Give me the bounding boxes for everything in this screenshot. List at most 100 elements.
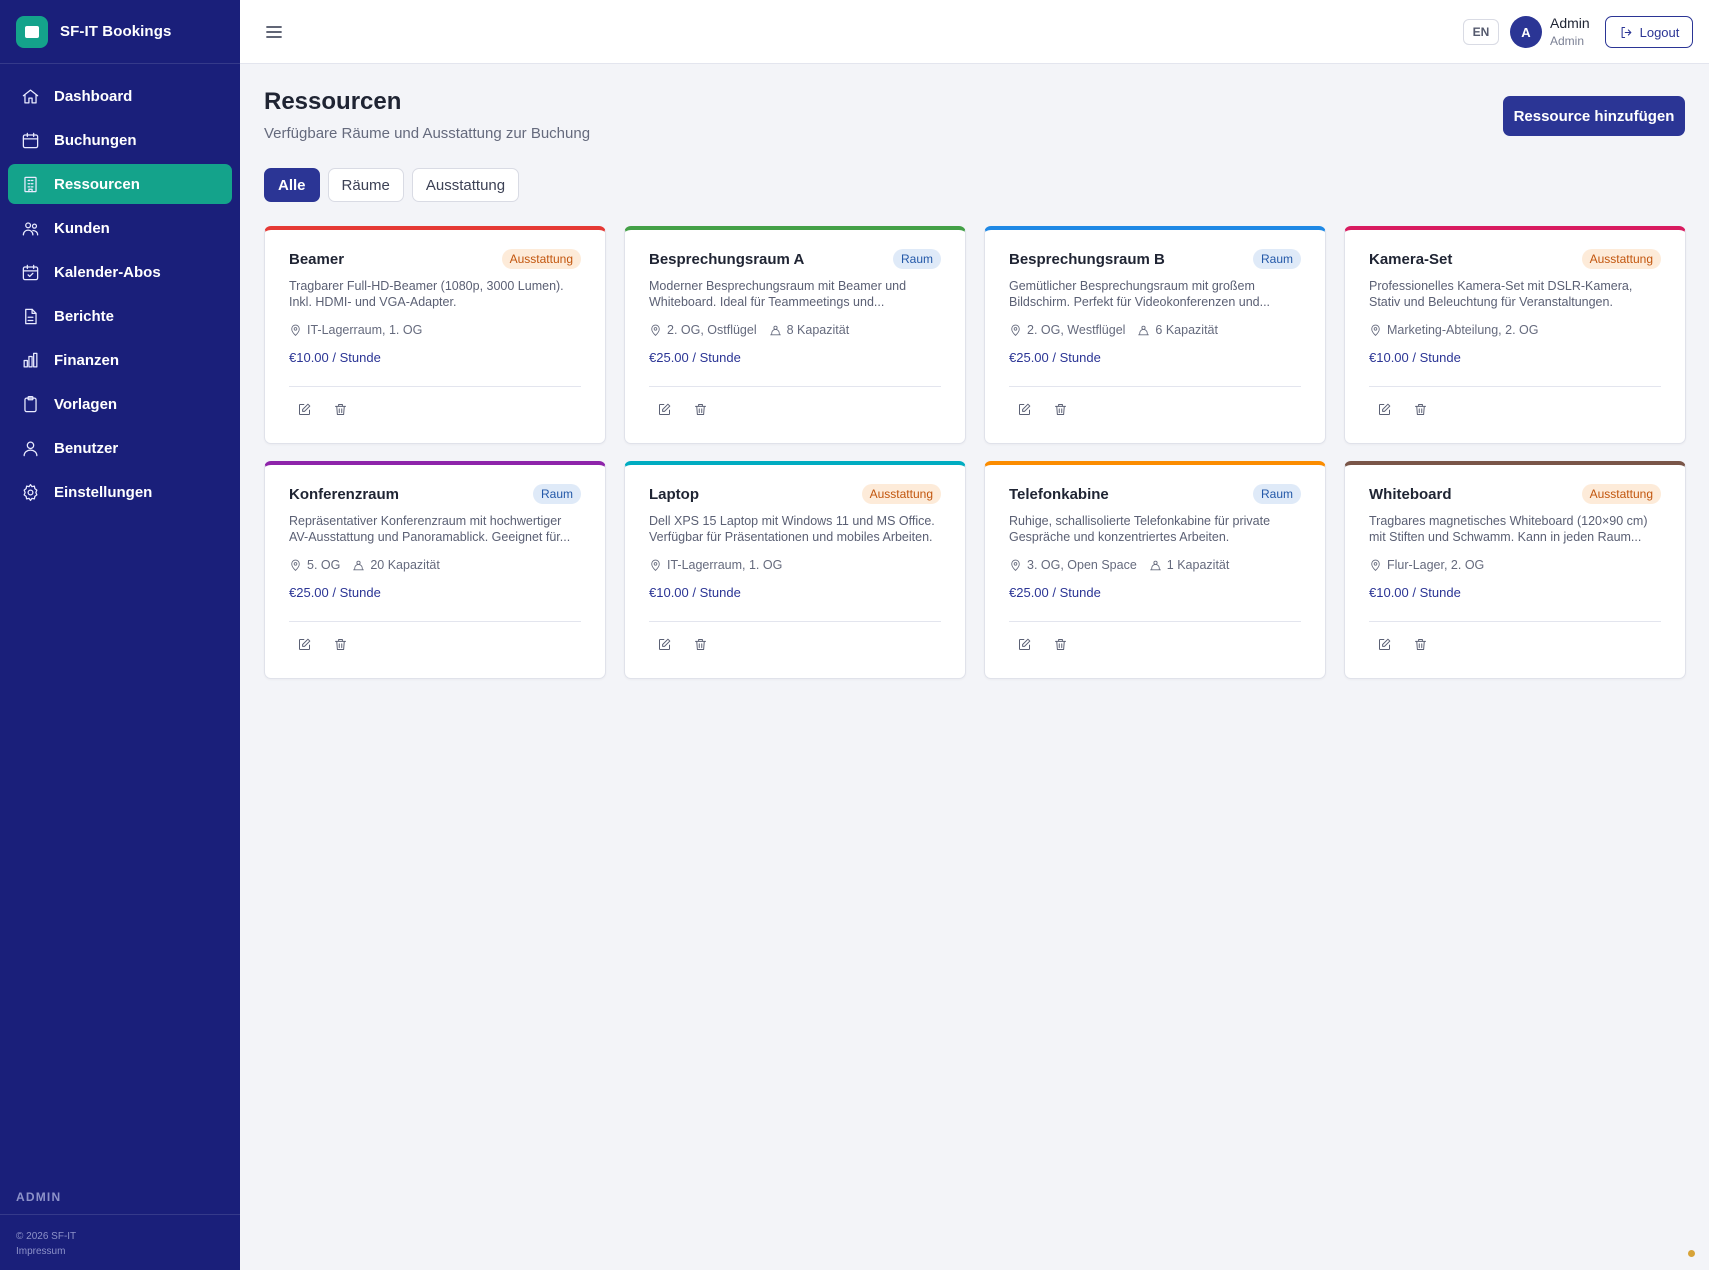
edit-icon[interactable] [297,402,313,418]
resource-capacity-wrap: 20 Kapazität [352,558,440,572]
sidebar-item-label: Buchungen [54,131,137,149]
resource-location: Marketing-Abteilung, 2. OG [1387,323,1539,337]
sidebar-item-finanzen[interactable]: Finanzen [8,340,232,380]
resource-price: €25.00 / Stunde [1009,585,1101,600]
brand[interactable]: SF-IT Bookings [0,0,240,64]
clipboard-icon [20,394,40,414]
copyright: © 2026 SF-IT [16,1231,77,1242]
edit-icon[interactable] [657,402,673,418]
gear-icon [20,482,40,502]
resource-capacity-wrap: 8 Kapazität [769,323,849,337]
language-switch[interactable]: EN [1463,19,1499,45]
edit-icon[interactable] [1377,637,1393,653]
edit-icon[interactable] [297,637,313,653]
avatar[interactable]: A [1510,16,1542,48]
trash-icon[interactable] [693,402,709,418]
resource-description: Tragbarer Full-HD-Beamer (1080p, 3000 Lu… [289,279,564,309]
sidebar-item-label: Ressourcen [54,175,140,193]
resource-card: Laptop Ausstattung Dell XPS 15 Laptop mi… [624,461,966,679]
sidebar-item-einstellungen[interactable]: Einstellungen [8,472,232,512]
card-actions [297,402,349,418]
resource-meta: 2. OG, Westflügel 6 Kapazität [1009,322,1301,338]
resource-location: Flur-Lager, 2. OG [1387,558,1485,572]
building-icon [20,174,40,194]
edit-icon[interactable] [1377,402,1393,418]
resource-price: €25.00 / Stunde [289,585,381,600]
sidebar-item-ressourcen[interactable]: Ressourcen [8,164,232,204]
menu-icon[interactable] [264,22,284,42]
card-divider [1009,386,1301,387]
edit-icon[interactable] [657,637,673,653]
location-pin-icon [291,324,300,336]
resource-meta: Marketing-Abteilung, 2. OG [1369,322,1661,338]
resource-description: Moderner Besprechungsraum mit Beamer und… [649,279,907,309]
resource-type-badge: Raum [892,249,941,269]
user-role: Admin [1550,34,1585,48]
location-pin-icon [1011,559,1020,571]
resource-price: €25.00 / Stunde [649,350,741,365]
resource-card: Konferenzraum Raum Repräsentativer Konfe… [264,461,606,679]
capacity-icon [1149,560,1161,570]
document-icon [20,306,40,326]
sidebar-item-label: Benutzer [54,439,119,457]
resource-meta: Flur-Lager, 2. OG [1369,557,1661,573]
resource-meta: 5. OG 20 Kapazität [289,557,581,573]
sidebar-item-berichte[interactable]: Berichte [8,296,232,336]
capacity-icon [769,325,781,335]
card-actions [1017,402,1069,418]
resource-location: 5. OG [307,558,341,572]
trash-icon[interactable] [1053,402,1069,418]
sidebar-item-buchungen[interactable]: Buchungen [8,120,232,160]
sidebar-item-dashboard[interactable]: Dashboard [8,76,232,116]
sidebar-item-label: Kunden [54,219,110,237]
card-actions [297,637,349,653]
card-divider [649,621,941,622]
brand-logo-icon [16,15,48,48]
card-divider [289,386,581,387]
edit-icon[interactable] [1017,402,1033,418]
add-resource-button[interactable]: Ressource hinzufügen [1503,96,1685,136]
logout-button[interactable]: Logout [1605,16,1693,48]
capacity-icon [1138,325,1150,335]
trash-icon[interactable] [333,637,349,653]
home-icon [20,86,40,106]
sidebar-item-benutzer[interactable]: Benutzer [8,428,232,468]
trash-icon[interactable] [1413,637,1429,653]
users-icon [20,218,40,238]
sidebar-item-label: Kalender-Abos [54,263,161,281]
sidebar-item-vorlagen[interactable]: Vorlagen [8,384,232,424]
filter-equipment[interactable]: Ausstattung [411,168,520,202]
resource-capacity: 1 Kapazität [1166,558,1230,572]
resource-description: Ruhige, schallisolierte Telefonkabine fü… [1009,514,1271,544]
resource-card: Beamer Ausstattung Tragbarer Full-HD-Bea… [264,226,606,444]
trash-icon[interactable] [1413,402,1429,418]
calendar-check-icon [20,262,40,282]
resource-price: €10.00 / Stunde [289,350,381,365]
trash-icon[interactable] [1053,637,1069,653]
sidebar-item-label: Vorlagen [54,395,118,413]
topbar: EN A Admin Admin Logout [240,0,1709,64]
resource-price: €10.00 / Stunde [1369,350,1461,365]
filter-rooms[interactable]: Räume [327,168,404,202]
trash-icon[interactable] [333,402,349,418]
location-pin-icon [651,559,660,571]
card-divider [649,386,941,387]
filter-all[interactable]: Alle [264,168,320,202]
resource-capacity-wrap: 6 Kapazität [1137,323,1218,337]
user-name: Admin [1550,15,1590,31]
sidebar-item-kunden[interactable]: Kunden [8,208,232,248]
resource-name: Telefonkabine [1009,485,1109,503]
resource-capacity-wrap: 1 Kapazität [1149,558,1230,572]
location-pin-icon [1371,324,1380,336]
bar-chart-icon [20,350,40,370]
resource-type-badge: Ausstattung [861,484,941,504]
logout-label: Logout [1639,24,1680,40]
resource-name: Besprechungsraum A [649,250,805,268]
status-dot [1688,1250,1695,1257]
sidebar-item-kalender-abos[interactable]: Kalender-Abos [8,252,232,292]
imprint-link[interactable]: Impressum [16,1246,66,1257]
resource-grid: Beamer Ausstattung Tragbarer Full-HD-Bea… [264,226,1686,679]
trash-icon[interactable] [693,637,709,653]
sidebar-nav: Dashboard Buchungen Ressourcen Kunden Ka… [0,64,240,528]
edit-icon[interactable] [1017,637,1033,653]
